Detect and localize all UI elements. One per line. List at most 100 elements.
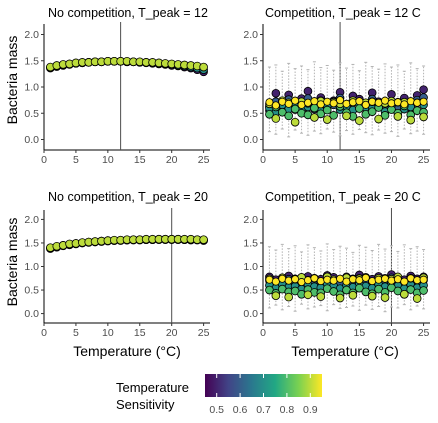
mean-point [323, 97, 332, 106]
legend-title-line2: Sensitivity [116, 397, 175, 412]
data-point [303, 290, 313, 300]
x-tick-label: 5 [292, 327, 298, 339]
x-tick-label: 25 [198, 327, 210, 339]
y-tick-label: 1.0 [243, 82, 258, 94]
x-tick-label: 5 [292, 154, 298, 166]
data-point [310, 113, 319, 122]
mean-point [361, 100, 370, 109]
legend-tick-label: 0.9 [303, 404, 318, 416]
data-point [290, 104, 300, 114]
mean-point [265, 98, 274, 107]
data-point [290, 117, 300, 127]
legend-tick-label: 0.6 [233, 404, 248, 416]
panel-4: Competition, T_peak = 20 C 0.0 0.5 1.0 1.5 2.… [243, 190, 430, 339]
y-tick-label: 0.0 [24, 308, 39, 320]
x-tick-label: 20 [386, 327, 398, 339]
y-axis-title-top: Bacteria mass [4, 36, 20, 125]
x-tick-label: 15 [134, 154, 146, 166]
mean-point [303, 98, 312, 107]
x-tick-label: 20 [166, 154, 178, 166]
legend-tick-label: 0.8 [280, 404, 295, 416]
y-tick-label: 0.5 [243, 285, 258, 297]
data-point [348, 290, 358, 300]
x-tick-label: 0 [41, 154, 47, 166]
y-axis-title-bottom: Bacteria mass [4, 218, 20, 307]
mean-point [374, 275, 383, 284]
mean-point [284, 99, 293, 108]
mean-point [336, 96, 345, 105]
x-axis-title-right: Temperature (°C) [291, 343, 399, 359]
data-point [380, 293, 390, 302]
mean-point [419, 275, 428, 284]
data-point [316, 292, 326, 301]
mean-point [284, 276, 293, 285]
panel-grid: No competition, T_peak = 12 0.0 0.5 1.0 1.5 2… [24, 6, 430, 339]
x-tick-label: 10 [321, 327, 333, 339]
y-tick-label: 1.0 [24, 261, 39, 273]
y-tick-label: 1.5 [24, 55, 39, 67]
y-tick-label: 1.5 [24, 238, 39, 250]
x-tick-label: 10 [102, 154, 114, 166]
x-tick-label: 20 [386, 154, 398, 166]
y-tick-label: 0.0 [243, 134, 258, 146]
mean-point [361, 273, 370, 282]
panel-title: Competition, T_peak = 12 C [265, 6, 421, 20]
y-tick-label: 1.0 [24, 82, 39, 94]
data-point [412, 294, 422, 303]
panel-1: No competition, T_peak = 12 0.0 0.5 1.0 1.5 2… [24, 6, 210, 166]
legend-tick-label: 0.7 [256, 404, 271, 416]
mean-point [419, 97, 428, 106]
data-point [419, 112, 428, 122]
x-axis-title-left: Temperature (°C) [73, 343, 181, 359]
panel-title: Competition, T_peak = 20 C [265, 190, 421, 204]
y-tick-label: 0.5 [243, 108, 258, 120]
mean-point [400, 100, 409, 109]
y-tick-label: 1.5 [243, 238, 258, 250]
x-tick-label: 25 [198, 154, 210, 166]
y-tick-label: 2.0 [243, 214, 258, 226]
x-tick-label: 15 [354, 327, 366, 339]
y-tick-label: 2.0 [243, 29, 258, 41]
data-point [329, 111, 338, 120]
data-point [265, 110, 274, 119]
data-point [406, 115, 416, 125]
data-point [284, 111, 293, 121]
data-point [355, 283, 364, 293]
panel-title: No competition, T_peak = 12 [48, 6, 208, 20]
mean-point [323, 275, 332, 284]
y-tick-label: 0.0 [24, 134, 39, 146]
data-point [419, 286, 428, 295]
y-tick-label: 0.5 [24, 285, 39, 297]
data-point [380, 111, 390, 120]
color-legend: Temperature Sensitivity 0.5 0.6 0.7 0.8 0.9 [116, 374, 322, 416]
mean-point [342, 99, 351, 108]
mean-point [348, 98, 357, 107]
x-tick-label: 15 [134, 327, 146, 339]
mean-point [387, 99, 396, 108]
mean-point [291, 96, 300, 105]
legend-tick-label: 0.5 [209, 404, 224, 416]
mean-point [406, 97, 415, 106]
mean-point [387, 276, 396, 285]
data-point [271, 89, 281, 98]
x-tick-label: 0 [260, 154, 266, 166]
data-point [277, 107, 287, 117]
mean-point [329, 99, 338, 108]
data-point [303, 86, 313, 96]
mean-point [316, 277, 325, 286]
x-tick-label: 5 [73, 327, 79, 339]
mean-point [413, 98, 422, 107]
mean-point [271, 101, 280, 110]
data-point [322, 115, 332, 124]
data-point [400, 289, 409, 299]
x-tick-label: 20 [166, 327, 178, 339]
data-point [284, 292, 293, 302]
data-point [393, 112, 403, 121]
data-point [199, 235, 208, 244]
x-tick-label: 25 [418, 154, 430, 166]
data-point [355, 116, 364, 125]
data-point [367, 291, 377, 301]
y-tick-label: 2.0 [24, 214, 39, 226]
x-tick-label: 15 [354, 154, 366, 166]
